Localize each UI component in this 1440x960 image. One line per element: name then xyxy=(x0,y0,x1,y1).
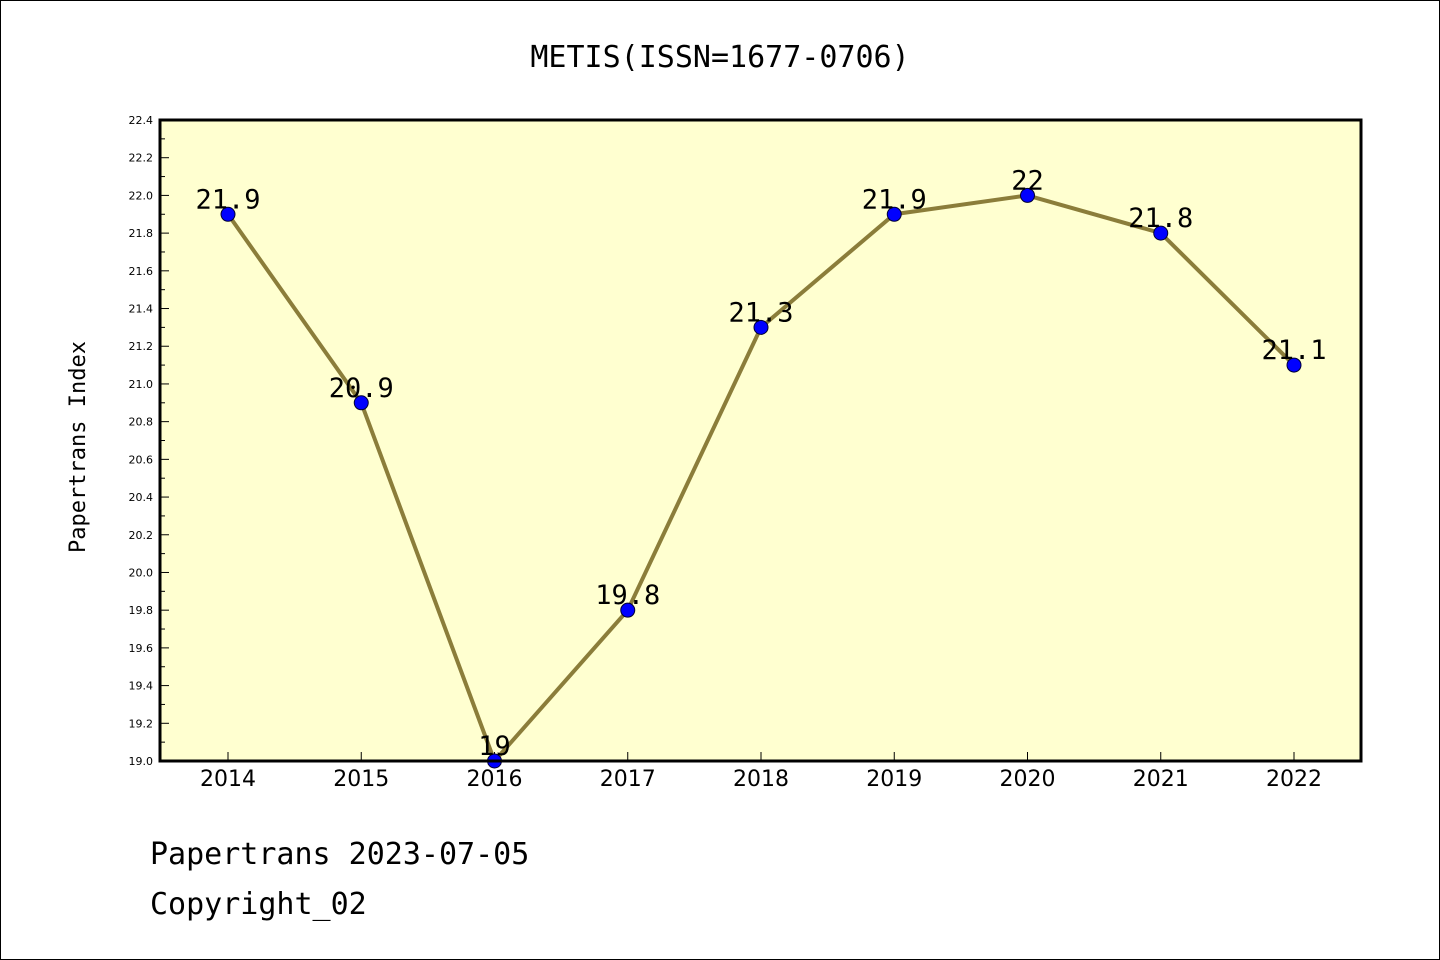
x-tick-label: 2020 xyxy=(1000,767,1056,792)
footer-copyright-line: Copyright_02 xyxy=(150,887,367,922)
y-tick-label: 20.4 xyxy=(129,491,154,504)
y-axis: 19.0 19.2 19.4 19.6 19.8 20.0 20.2 20.4 20.6 20.8… xyxy=(129,114,169,768)
y-tick-label: 21.0 xyxy=(129,378,154,391)
data-point xyxy=(753,319,769,335)
y-tick-label: 19.8 xyxy=(129,604,154,617)
data-point xyxy=(1153,225,1169,241)
y-axis-title: Papertrans Index xyxy=(66,341,91,553)
y-tick-label: 19.6 xyxy=(129,642,154,655)
x-tick-label: 2019 xyxy=(866,767,922,792)
data-label: 21.1 xyxy=(1261,335,1326,366)
data-point xyxy=(220,206,236,222)
data-point xyxy=(1020,187,1035,203)
data-label: 21.3 xyxy=(728,297,793,328)
data-point xyxy=(1286,357,1302,373)
y-tick-label: 20.6 xyxy=(129,453,154,466)
x-tick-label: 2021 xyxy=(1133,767,1189,792)
y-tick-label: 21.2 xyxy=(129,340,154,353)
data-label: 21.9 xyxy=(862,184,927,215)
data-label: 20.9 xyxy=(329,373,394,404)
y-tick-label: 22.2 xyxy=(129,152,154,165)
data-labels: 21.9 20.9 19 19.8 21.3 21.9 22 21.8 21.1 xyxy=(195,165,1326,762)
y-tick-label: 22.0 xyxy=(129,189,154,202)
x-tick-label: 2018 xyxy=(733,767,789,792)
y-tick-label: 20.2 xyxy=(129,529,154,542)
data-point xyxy=(353,395,369,411)
y-tick-label: 22.4 xyxy=(129,114,154,127)
y-tick-label: 19.2 xyxy=(129,717,154,730)
plot-frame xyxy=(158,118,1363,763)
data-markers xyxy=(220,187,1302,769)
data-label: 21.8 xyxy=(1128,203,1193,234)
x-tick-label: 2014 xyxy=(200,767,256,792)
y-tick-label: 19.0 xyxy=(129,755,154,768)
x-axis: 2014 2015 2016 2017 2018 2019 2020 2021 2022 xyxy=(200,752,1322,792)
y-tick-label: 21.6 xyxy=(129,265,154,278)
y-tick-label: 21.4 xyxy=(129,303,154,316)
y-tick-label: 20.8 xyxy=(129,416,154,429)
y-tick-label: 19.4 xyxy=(129,680,154,693)
y-tick-label: 20.0 xyxy=(129,566,154,579)
data-label: 22 xyxy=(1011,165,1044,196)
x-tick-label: 2017 xyxy=(600,767,656,792)
footer-date-line: Papertrans 2023-07-05 xyxy=(150,837,529,872)
data-label: 19 xyxy=(478,731,511,762)
data-label: 21.9 xyxy=(195,184,260,215)
data-label: 19.8 xyxy=(595,580,660,611)
chart-title: METIS(ISSN=1677-0706) xyxy=(530,40,909,75)
data-point xyxy=(886,206,902,222)
x-tick-label: 2016 xyxy=(467,767,523,792)
data-point xyxy=(620,602,636,618)
x-tick-label: 2022 xyxy=(1266,767,1322,792)
y-tick-label: 21.8 xyxy=(129,227,154,240)
x-tick-label: 2015 xyxy=(333,767,389,792)
